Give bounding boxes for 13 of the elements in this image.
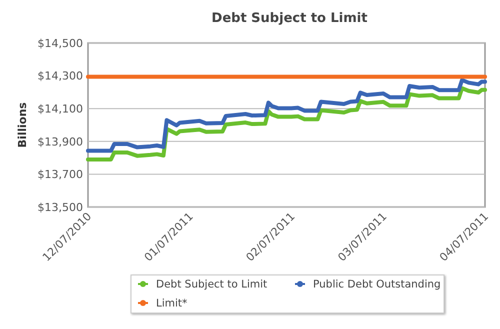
y-tick-label: $13,900: [38, 135, 83, 148]
y-tick-label: $14,300: [38, 70, 83, 83]
y-axis-title: Billions: [16, 102, 29, 148]
line-series: [86, 78, 487, 153]
y-tick-label: $13,700: [38, 168, 83, 182]
chart-title: Debt Subject to Limit: [212, 11, 368, 26]
y-tick-label: $13,500: [38, 200, 83, 214]
y-tick-label: $14,100: [38, 102, 83, 116]
legend-label: Public Debt Outstanding: [313, 278, 441, 291]
legend-label: Debt Subject to Limit: [156, 278, 268, 291]
legend-label: Limit*: [156, 298, 188, 310]
y-tick-label: $14,500: [38, 36, 83, 50]
line-series: [86, 86, 487, 162]
